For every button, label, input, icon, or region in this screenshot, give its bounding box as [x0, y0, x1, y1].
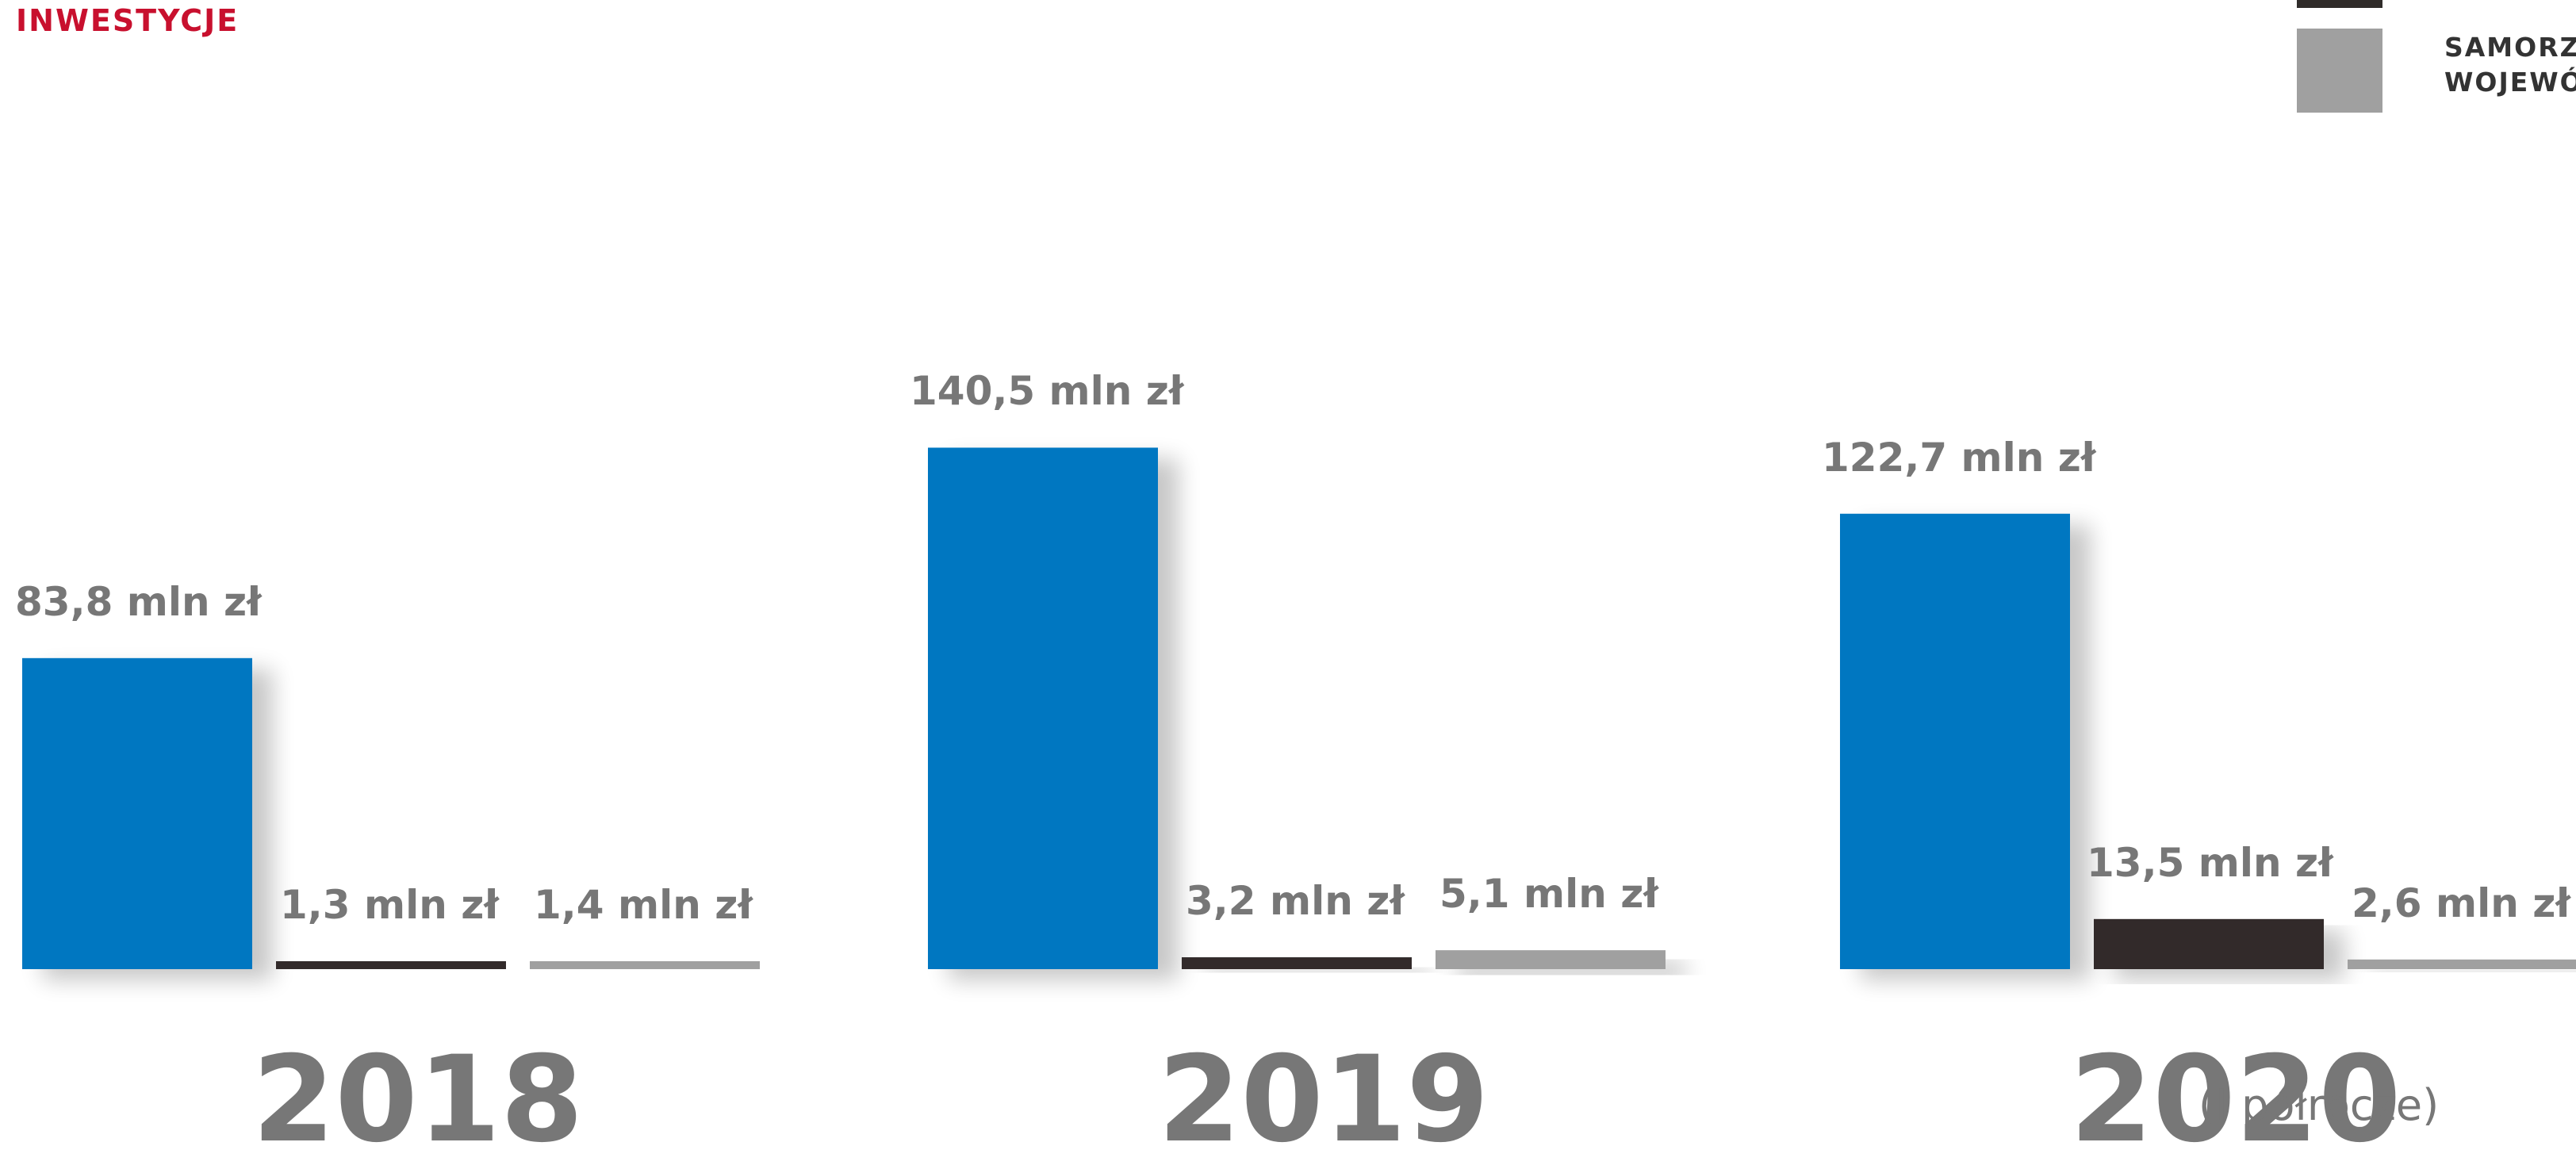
year-note-2020: (I półrocze)	[2198, 1080, 2440, 1130]
bar-2018-series-2	[276, 961, 506, 969]
value-label-2019-series-1: 140,5 mln zł	[910, 368, 1184, 414]
chart-heading: INWESTYCJE	[16, 3, 240, 38]
bar-2018-series-1	[22, 657, 252, 969]
bar-2019-series-2	[1182, 957, 1412, 969]
legend-label-2: SAMORZ WOJEWÓ	[2444, 30, 2576, 100]
value-label-2018-series-2: 1,3 mln zł	[280, 882, 499, 928]
year-label-2020: 2020	[2070, 1031, 2402, 1169]
value-label-2019-series-2: 3,2 mln zł	[1186, 878, 1405, 924]
legend-swatches	[2297, 0, 2382, 113]
value-label-2019-series-3: 5,1 mln zł	[1439, 871, 1658, 917]
legend-label-2-line2: WOJEWÓ	[2444, 67, 2576, 98]
bar-2018-series-3	[530, 961, 760, 969]
bar-2019-series-1	[928, 447, 1158, 969]
value-label-2020-series-1: 122,7 mln zł	[1822, 435, 2096, 481]
legend-swatch-2	[2297, 29, 2382, 113]
value-label-2018-series-3: 1,4 mln zł	[534, 882, 753, 928]
year-label-2018: 2018	[252, 1031, 584, 1169]
value-label-2020-series-3: 2,6 mln zł	[2352, 880, 2570, 926]
value-label-2020-series-2: 13,5 mln zł	[2087, 840, 2333, 886]
bar-2020-series-3	[2348, 959, 2576, 969]
year-label-2019: 2019	[1158, 1031, 1489, 1169]
bar-2020-series-1	[1840, 513, 2070, 969]
bar-2020-series-2	[2094, 918, 2324, 969]
value-label-2018-series-1: 83,8 mln zł	[15, 579, 262, 625]
legend-label-2-line1: SAMORZ	[2444, 32, 2576, 63]
legend-swatch-1	[2297, 0, 2382, 8]
bar-2019-series-3	[1436, 950, 1666, 969]
bars-layer	[22, 447, 2576, 969]
